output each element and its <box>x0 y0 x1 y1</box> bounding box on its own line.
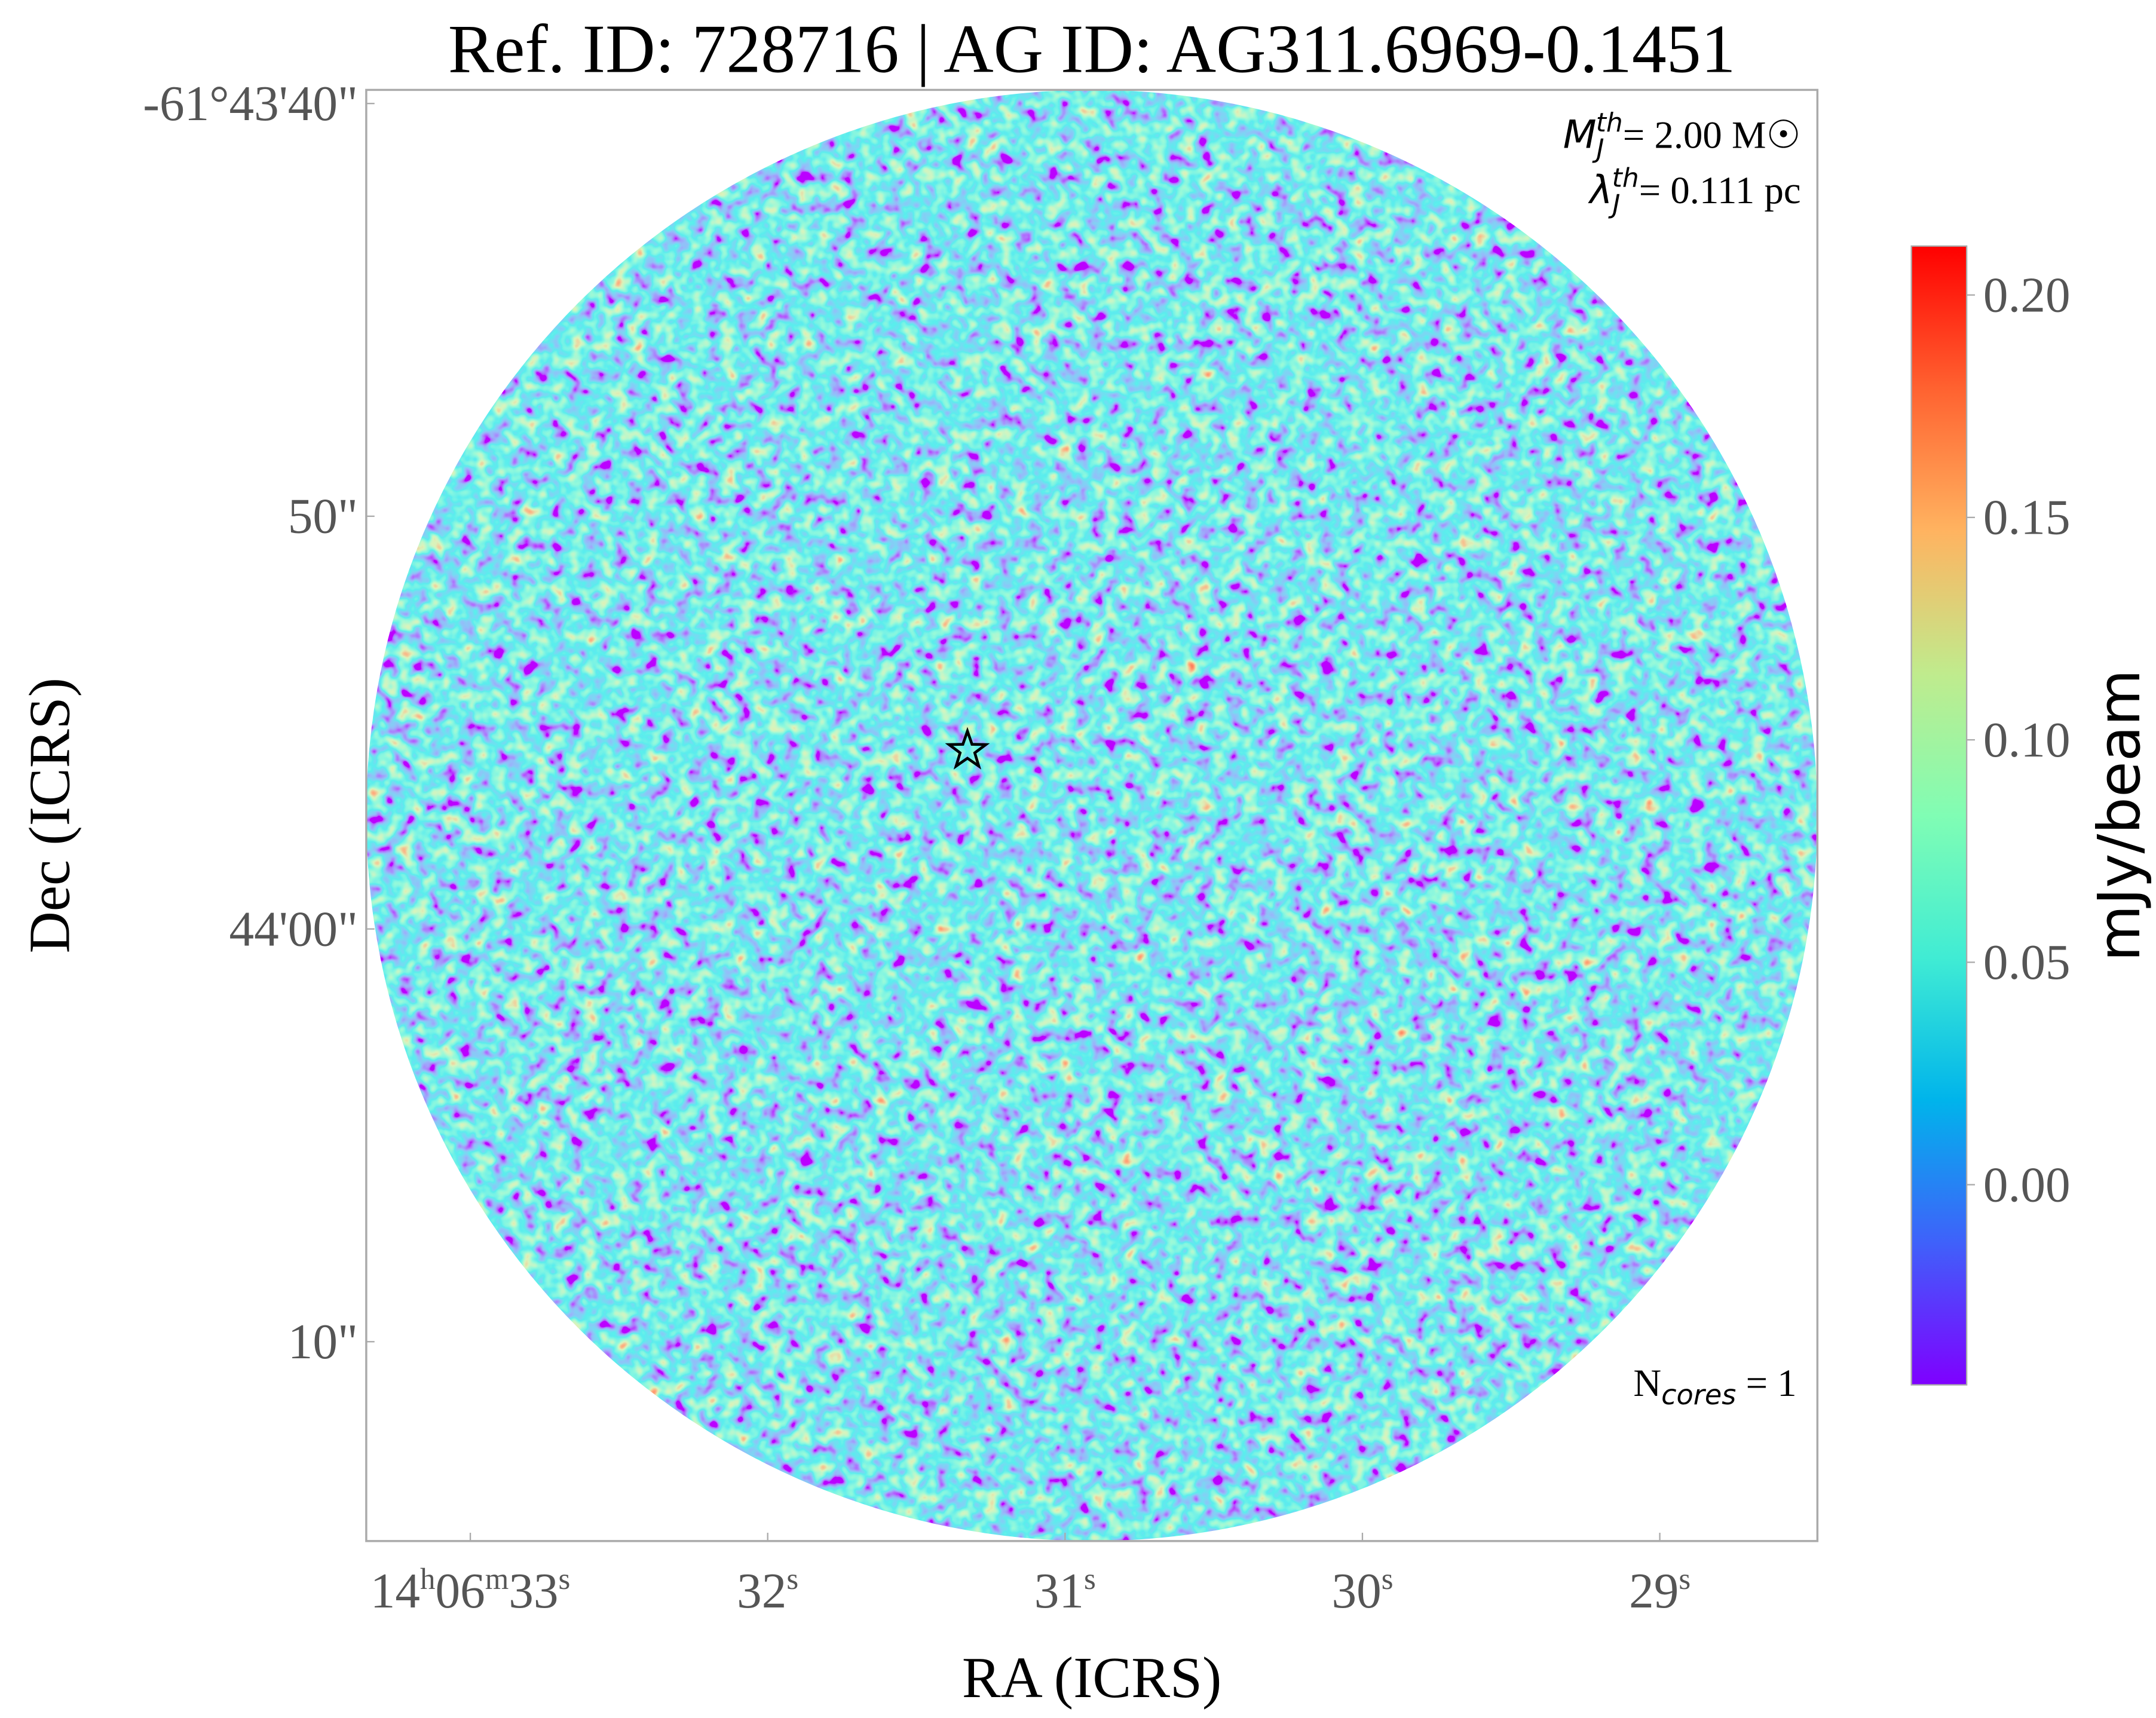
y-tick-label: -61°43'40" <box>143 76 358 131</box>
x-tick-part: 32 <box>737 1564 786 1619</box>
annotation-symbol: M <box>1563 113 1597 158</box>
core-count-main: N <box>1633 1362 1661 1405</box>
x-tick-label: 32s <box>737 1563 798 1619</box>
x-tick-part: 14 <box>370 1564 420 1619</box>
x-tick-sup: s <box>1679 1563 1690 1596</box>
x-tick-sup: s <box>559 1563 571 1596</box>
annotation: λJth= 0.111 pc <box>1588 163 1800 219</box>
colorbar-tick-label: 0.05 <box>1983 935 2071 990</box>
x-tick-label: 30s <box>1331 1563 1393 1619</box>
x-tick-label: 31s <box>1034 1563 1096 1619</box>
axes-frame <box>365 88 1819 1542</box>
x-tick-part: 06 <box>435 1564 485 1619</box>
y-tick-label: 50" <box>288 489 358 544</box>
core-count-sub: cores <box>1661 1379 1736 1411</box>
annotation-sup: th <box>1612 163 1639 193</box>
x-tick-part: 33 <box>509 1564 558 1619</box>
colorbar-tick-label: 0.10 <box>1983 713 2071 768</box>
colorbar-tick-label: 0.00 <box>1983 1157 2071 1212</box>
core-count: Ncores = 1 <box>1633 1362 1796 1411</box>
colorbar <box>1910 245 1968 1386</box>
colorbar-tick-label: 0.20 <box>1983 268 2071 323</box>
y-axis-label: Dec (ICRS) <box>18 678 82 953</box>
core-count-text: = 1 <box>1736 1362 1796 1405</box>
colorbar-tick-label: 0.15 <box>1983 491 2071 546</box>
x-tick-sup: m <box>485 1563 509 1596</box>
y-tick-label: 10" <box>288 1315 358 1370</box>
annotation-symbol: λ <box>1588 168 1612 213</box>
intensity-map <box>366 90 1818 1541</box>
colorbar-label: mJy/beam <box>2085 669 2153 961</box>
x-axis-label: RA (ICRS) <box>962 1646 1221 1710</box>
x-tick-sup: s <box>1084 1563 1096 1596</box>
annotation-sup: th <box>1596 108 1623 138</box>
annotation-text: = 2.00 M☉ <box>1623 114 1801 157</box>
x-tick-part: 29 <box>1629 1564 1679 1619</box>
x-tick-part: 30 <box>1331 1564 1381 1619</box>
x-tick-sup: s <box>1382 1563 1394 1596</box>
x-tick-sup: s <box>786 1563 798 1596</box>
x-tick-part: 31 <box>1034 1564 1084 1619</box>
y-tick-label: 44'00" <box>229 902 358 957</box>
x-tick-sup: h <box>420 1563 435 1596</box>
image-disk <box>366 90 1818 1541</box>
annotation-text: = 0.111 pc <box>1639 169 1801 212</box>
annotation: MJth= 2.00 M☉ <box>1563 108 1801 164</box>
x-tick-label: 14h06m33s <box>370 1563 571 1619</box>
source-star <box>945 727 990 770</box>
x-tick-label: 29s <box>1629 1563 1690 1619</box>
chart-title: Ref. ID: 728716 | AG ID: AG311.6969-0.14… <box>448 11 1736 87</box>
